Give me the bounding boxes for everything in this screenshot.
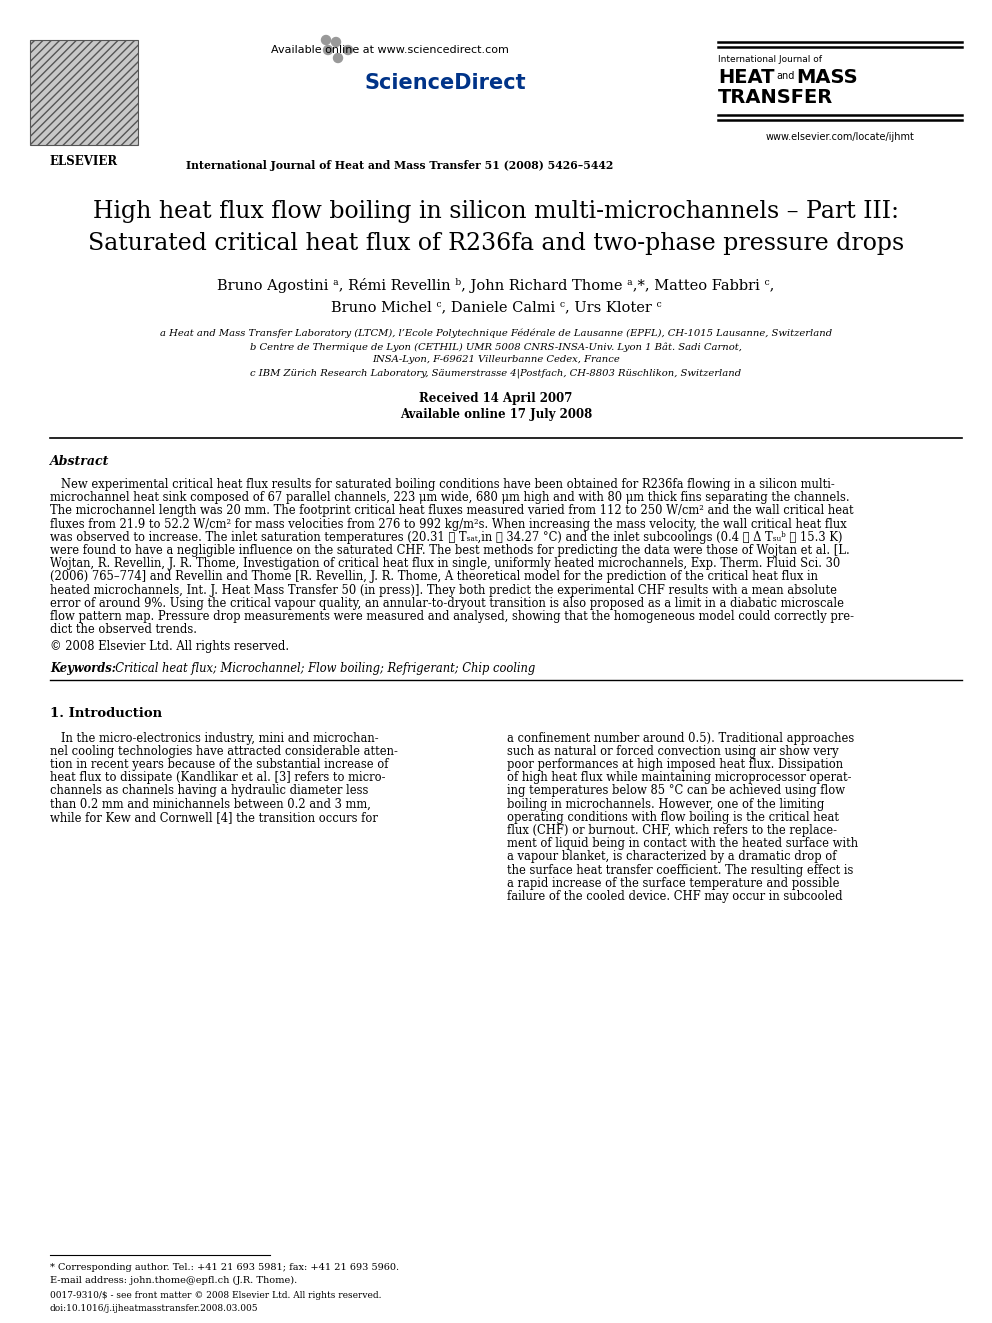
- Text: ELSEVIER: ELSEVIER: [50, 155, 118, 168]
- Text: heat flux to dissipate (Kandlikar et al. [3] refers to micro-: heat flux to dissipate (Kandlikar et al.…: [50, 771, 386, 785]
- Text: E-mail address: john.thome@epfl.ch (J.R. Thome).: E-mail address: john.thome@epfl.ch (J.R.…: [50, 1275, 298, 1285]
- Text: Wojtan, R. Revellin, J. R. Thome, Investigation of critical heat flux in single,: Wojtan, R. Revellin, J. R. Thome, Invest…: [50, 557, 840, 570]
- Text: c IBM Zürich Research Laboratory, Säumerstrasse 4|Postfach, CH-8803 Rüschlikon, : c IBM Zürich Research Laboratory, Säumer…: [250, 368, 742, 377]
- Text: MASS: MASS: [796, 67, 858, 87]
- Text: was observed to increase. The inlet saturation temperatures (20.31 ⩽ Tₛₐₜ,in ⩽ 3: was observed to increase. The inlet satu…: [50, 531, 842, 544]
- Text: were found to have a negligible influence on the saturated CHF. The best methods: were found to have a negligible influenc…: [50, 544, 850, 557]
- Text: a rapid increase of the surface temperature and possible: a rapid increase of the surface temperat…: [507, 877, 839, 890]
- Text: Received 14 April 2007: Received 14 April 2007: [420, 392, 572, 405]
- Text: www.elsevier.com/locate/ijhmt: www.elsevier.com/locate/ijhmt: [766, 132, 915, 142]
- Circle shape: [321, 36, 330, 45]
- Text: channels as channels having a hydraulic diameter less: channels as channels having a hydraulic …: [50, 785, 368, 798]
- Text: Available online at www.sciencedirect.com: Available online at www.sciencedirect.co…: [271, 45, 509, 56]
- Text: Abstract: Abstract: [50, 455, 109, 468]
- Text: dict the observed trends.: dict the observed trends.: [50, 623, 197, 636]
- Text: such as natural or forced convection using air show very: such as natural or forced convection usi…: [507, 745, 838, 758]
- Text: boiling in microchannels. However, one of the limiting: boiling in microchannels. However, one o…: [507, 798, 824, 811]
- Text: International Journal of: International Journal of: [718, 56, 822, 64]
- Text: while for Kew and Cornwell [4] the transition occurs for: while for Kew and Cornwell [4] the trans…: [50, 811, 378, 824]
- Text: operating conditions with flow boiling is the critical heat: operating conditions with flow boiling i…: [507, 811, 839, 824]
- Text: Available online 17 July 2008: Available online 17 July 2008: [400, 407, 592, 421]
- Text: © 2008 Elsevier Ltd. All rights reserved.: © 2008 Elsevier Ltd. All rights reserved…: [50, 640, 289, 654]
- Text: Bruno Agostini ᵃ, Rémi Revellin ᵇ, John Richard Thome ᵃ,*, Matteo Fabbri ᶜ,: Bruno Agostini ᵃ, Rémi Revellin ᵇ, John …: [217, 278, 775, 292]
- Text: failure of the cooled device. CHF may occur in subcooled: failure of the cooled device. CHF may oc…: [507, 890, 842, 904]
- Text: poor performances at high imposed heat flux. Dissipation: poor performances at high imposed heat f…: [507, 758, 843, 771]
- Bar: [30, 40, 138, 146]
- Circle shape: [323, 45, 332, 54]
- Text: flux (CHF) or burnout. CHF, which refers to the replace-: flux (CHF) or burnout. CHF, which refers…: [507, 824, 837, 837]
- Text: * Corresponding author. Tel.: +41 21 693 5981; fax: +41 21 693 5960.: * Corresponding author. Tel.: +41 21 693…: [50, 1263, 399, 1271]
- Text: doi:10.1016/j.ijheatmasstransfer.2008.03.005: doi:10.1016/j.ijheatmasstransfer.2008.03…: [50, 1304, 259, 1312]
- Text: International Journal of Heat and Mass Transfer 51 (2008) 5426–5442: International Journal of Heat and Mass T…: [186, 160, 614, 171]
- Text: Bruno Michel ᶜ, Daniele Calmi ᶜ, Urs Kloter ᶜ: Bruno Michel ᶜ, Daniele Calmi ᶜ, Urs Klo…: [330, 300, 662, 314]
- Text: TRANSFER: TRANSFER: [718, 89, 833, 107]
- Text: HEAT: HEAT: [718, 67, 775, 87]
- Circle shape: [331, 37, 340, 46]
- Text: ScienceDirect: ScienceDirect: [365, 73, 527, 93]
- Text: microchannel heat sink composed of 67 parallel channels, 223 μm wide, 680 μm hig: microchannel heat sink composed of 67 pa…: [50, 491, 849, 504]
- Text: b Centre de Thermique de Lyon (CETHIL) UMR 5008 CNRS-INSA-Univ. Lyon 1 Bât. Sadi: b Centre de Thermique de Lyon (CETHIL) U…: [250, 343, 742, 352]
- Text: a confinement number around 0.5). Traditional approaches: a confinement number around 0.5). Tradit…: [507, 732, 854, 745]
- Text: fluxes from 21.9 to 52.2 W/cm² for mass velocities from 276 to 992 kg/m²s. When : fluxes from 21.9 to 52.2 W/cm² for mass …: [50, 517, 847, 531]
- Text: 0017-9310/$ - see front matter © 2008 Elsevier Ltd. All rights reserved.: 0017-9310/$ - see front matter © 2008 El…: [50, 1291, 382, 1301]
- Text: nel cooling technologies have attracted considerable atten-: nel cooling technologies have attracted …: [50, 745, 398, 758]
- Bar: [30, 40, 138, 146]
- Text: a Heat and Mass Transfer Laboratory (LTCM), l’Ecole Polytechnique Fédérale de La: a Heat and Mass Transfer Laboratory (LTC…: [160, 328, 832, 337]
- Text: 1. Introduction: 1. Introduction: [50, 706, 162, 720]
- Text: Keywords:: Keywords:: [50, 662, 116, 675]
- Text: (2006) 765–774] and Revellin and Thome [R. Revellin, J. R. Thome, A theoretical : (2006) 765–774] and Revellin and Thome […: [50, 570, 818, 583]
- Text: the surface heat transfer coefficient. The resulting effect is: the surface heat transfer coefficient. T…: [507, 864, 853, 877]
- Text: The microchannel length was 20 mm. The footprint critical heat fluxes measured v: The microchannel length was 20 mm. The f…: [50, 504, 854, 517]
- Text: Saturated critical heat flux of R236fa and two-phase pressure drops: Saturated critical heat flux of R236fa a…: [88, 232, 904, 255]
- Text: ing temperatures below 85 °C can be achieved using flow: ing temperatures below 85 °C can be achi…: [507, 785, 845, 798]
- Text: a vapour blanket, is characterized by a dramatic drop of: a vapour blanket, is characterized by a …: [507, 851, 836, 864]
- Circle shape: [343, 45, 352, 54]
- Text: ment of liquid being in contact with the heated surface with: ment of liquid being in contact with the…: [507, 837, 858, 851]
- Text: In the micro-electronics industry, mini and microchan-: In the micro-electronics industry, mini …: [50, 732, 379, 745]
- Text: heated microchannels, Int. J. Heat Mass Transfer 50 (in press)]. They both predi: heated microchannels, Int. J. Heat Mass …: [50, 583, 837, 597]
- Text: Critical heat flux; Microchannel; Flow boiling; Refrigerant; Chip cooling: Critical heat flux; Microchannel; Flow b…: [108, 662, 536, 675]
- Circle shape: [333, 53, 342, 62]
- Text: than 0.2 mm and minichannels between 0.2 and 3 mm,: than 0.2 mm and minichannels between 0.2…: [50, 798, 371, 811]
- Text: New experimental critical heat flux results for saturated boiling conditions hav: New experimental critical heat flux resu…: [50, 478, 834, 491]
- Text: flow pattern map. Pressure drop measurements were measured and analysed, showing: flow pattern map. Pressure drop measurem…: [50, 610, 854, 623]
- Text: and: and: [776, 71, 795, 81]
- Text: High heat flux flow boiling in silicon multi-microchannels – Part III:: High heat flux flow boiling in silicon m…: [93, 200, 899, 224]
- Text: of high heat flux while maintaining microprocessor operat-: of high heat flux while maintaining micr…: [507, 771, 851, 785]
- Text: INSA-Lyon, F-69621 Villeurbanne Cedex, France: INSA-Lyon, F-69621 Villeurbanne Cedex, F…: [372, 355, 620, 364]
- Text: tion in recent years because of the substantial increase of: tion in recent years because of the subs…: [50, 758, 389, 771]
- Text: error of around 9%. Using the critical vapour quality, an annular-to-dryout tran: error of around 9%. Using the critical v…: [50, 597, 844, 610]
